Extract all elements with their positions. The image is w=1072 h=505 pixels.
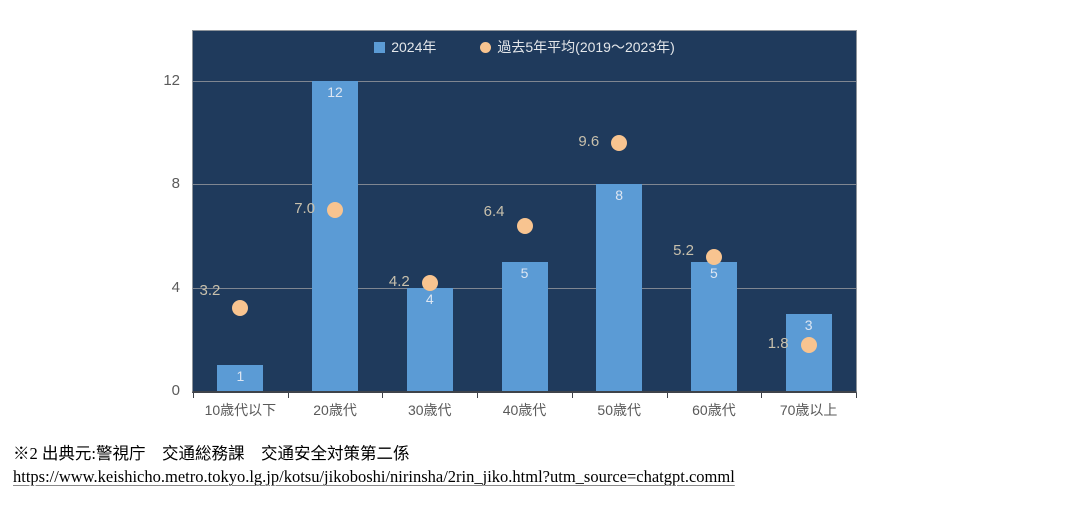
- y-axis-tick-label: 8: [171, 175, 180, 193]
- avg-point: [516, 217, 533, 234]
- x-axis-tick: [193, 393, 194, 398]
- y-axis-tick-label: 0: [171, 382, 180, 399]
- x-axis-tick: [571, 393, 573, 398]
- legend-item-2024: 2024年: [374, 37, 436, 57]
- x-axis-category-label: 50歳代: [597, 402, 641, 418]
- x-axis-tick: [856, 393, 857, 398]
- avg-point: [327, 202, 344, 219]
- x-axis-tick: [761, 393, 763, 398]
- bar-2024: [217, 365, 264, 391]
- avg-value-label: 6.4: [483, 202, 505, 220]
- gridline: [193, 81, 856, 82]
- bar-2024: [690, 261, 737, 391]
- x-axis-category-label: 30歳代: [407, 402, 452, 418]
- bar-value-label: 1: [236, 368, 245, 385]
- legend-label-5yr-average: 過去5年平均(2019～2023年): [497, 39, 675, 55]
- legend-item-5yr-average: 過去5年平均(2019～2023年): [480, 37, 675, 57]
- bar-value-label: 12: [327, 84, 343, 100]
- bar-value-label: 3: [804, 316, 813, 333]
- avg-point: [611, 135, 628, 151]
- x-axis-category-label: 60歳代: [692, 402, 736, 418]
- source-text: ※2 出典元:警視庁 交通総務課 交通安全対策第二係: [13, 444, 410, 463]
- scatter-series-swatch-icon: [480, 41, 492, 53]
- y-axis-tick-label: 4: [171, 278, 180, 296]
- avg-value-label: 1.8: [767, 334, 789, 352]
- y-axis-tick-label: 12: [163, 72, 180, 89]
- avg-value-label: 5.2: [673, 241, 694, 259]
- bar-2024: [312, 81, 359, 391]
- gridline: [193, 184, 856, 186]
- chart-plot-area: 2024年 過去5年平均(2019～2023年) 1 12 4 5 8 5 3 3.2 7.0 4…: [192, 30, 857, 393]
- x-axis-tick: [477, 393, 479, 398]
- x-axis-tick: [382, 393, 384, 398]
- bar-series-swatch-icon: [374, 41, 386, 53]
- x-axis-category-label: 70歳以上: [779, 402, 838, 418]
- bar-2024: [596, 184, 643, 391]
- avg-value-label: 7.0: [294, 200, 316, 218]
- bar-value-label: 4: [425, 290, 434, 307]
- avg-value-label: 4.2: [388, 272, 410, 290]
- x-axis-category-label: 40歳代: [502, 402, 547, 418]
- x-axis-category-label: 10歳代以下: [204, 402, 277, 418]
- avg-point: [421, 274, 438, 291]
- chart-legend: 2024年 過去5年平均(2019～2023年): [193, 37, 856, 57]
- x-axis-tick: [287, 393, 289, 398]
- x-axis-tick: [666, 393, 668, 398]
- source-url-link[interactable]: https://www.keishicho.metro.tokyo.lg.jp/…: [13, 467, 735, 486]
- bar-value-label: 8: [615, 187, 624, 204]
- avg-point: [800, 336, 817, 353]
- avg-value-label: 3.2: [199, 282, 221, 300]
- x-axis-category-label: 20歳代: [313, 402, 357, 418]
- source-citation: ※2 出典元:警視庁 交通総務課 交通安全対策第二係 https://www.k…: [13, 442, 735, 488]
- bar-value-label: 5: [520, 264, 529, 281]
- bar-2024: [406, 287, 453, 391]
- legend-label-2024: 2024年: [391, 39, 437, 55]
- avg-value-label: 9.6: [578, 133, 600, 150]
- avg-point: [705, 248, 722, 265]
- avg-point: [232, 300, 249, 317]
- bar-2024: [501, 261, 548, 391]
- bar-value-label: 5: [710, 264, 718, 281]
